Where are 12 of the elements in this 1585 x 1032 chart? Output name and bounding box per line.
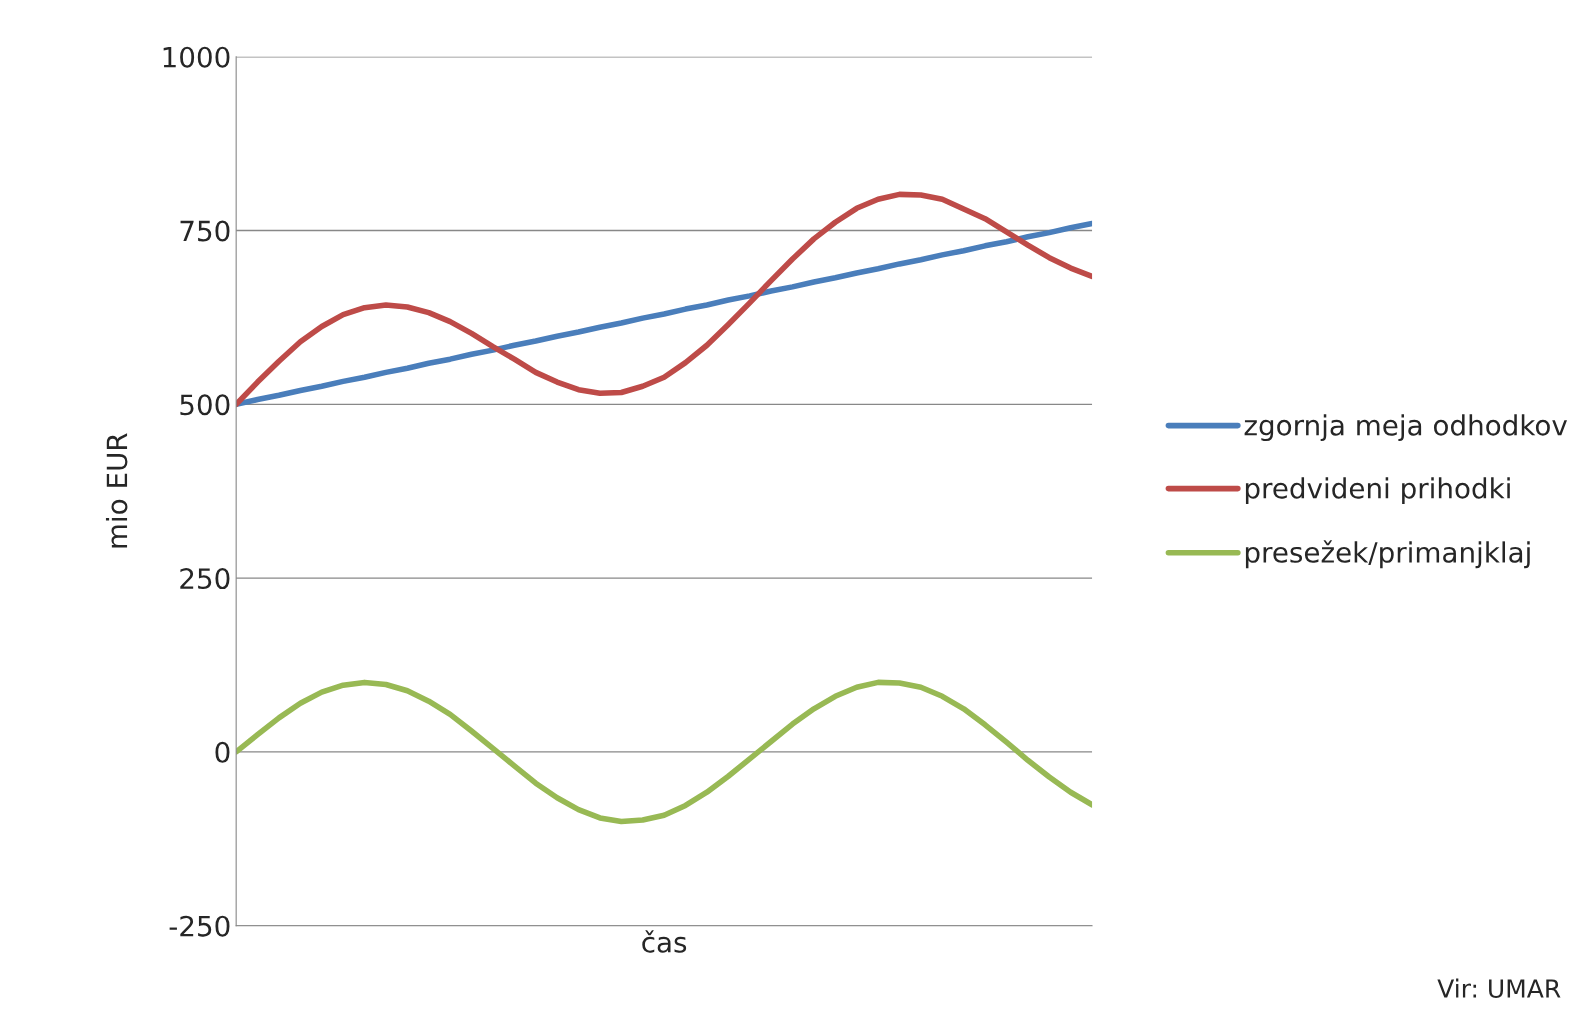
y-tick-label: 500 xyxy=(180,394,230,416)
legend-label: predvideni prihodki xyxy=(1245,477,1510,505)
legend-label: zgornja meja odhodkov xyxy=(1244,414,1567,442)
y-tick-label: 1000 xyxy=(163,46,230,68)
y-tick-label: 750 xyxy=(180,220,230,242)
y-axis-title: mio EUR xyxy=(105,433,128,548)
y-tick-label: 0 xyxy=(215,741,230,763)
y-tick-label: 250 xyxy=(180,568,230,590)
text: Vir: UMAR xyxy=(1437,978,1561,998)
x-axis-title: čas xyxy=(642,930,687,953)
y-tick-label: -250 xyxy=(169,915,230,937)
legend-label: presežek/primanjklaj xyxy=(1245,540,1530,569)
